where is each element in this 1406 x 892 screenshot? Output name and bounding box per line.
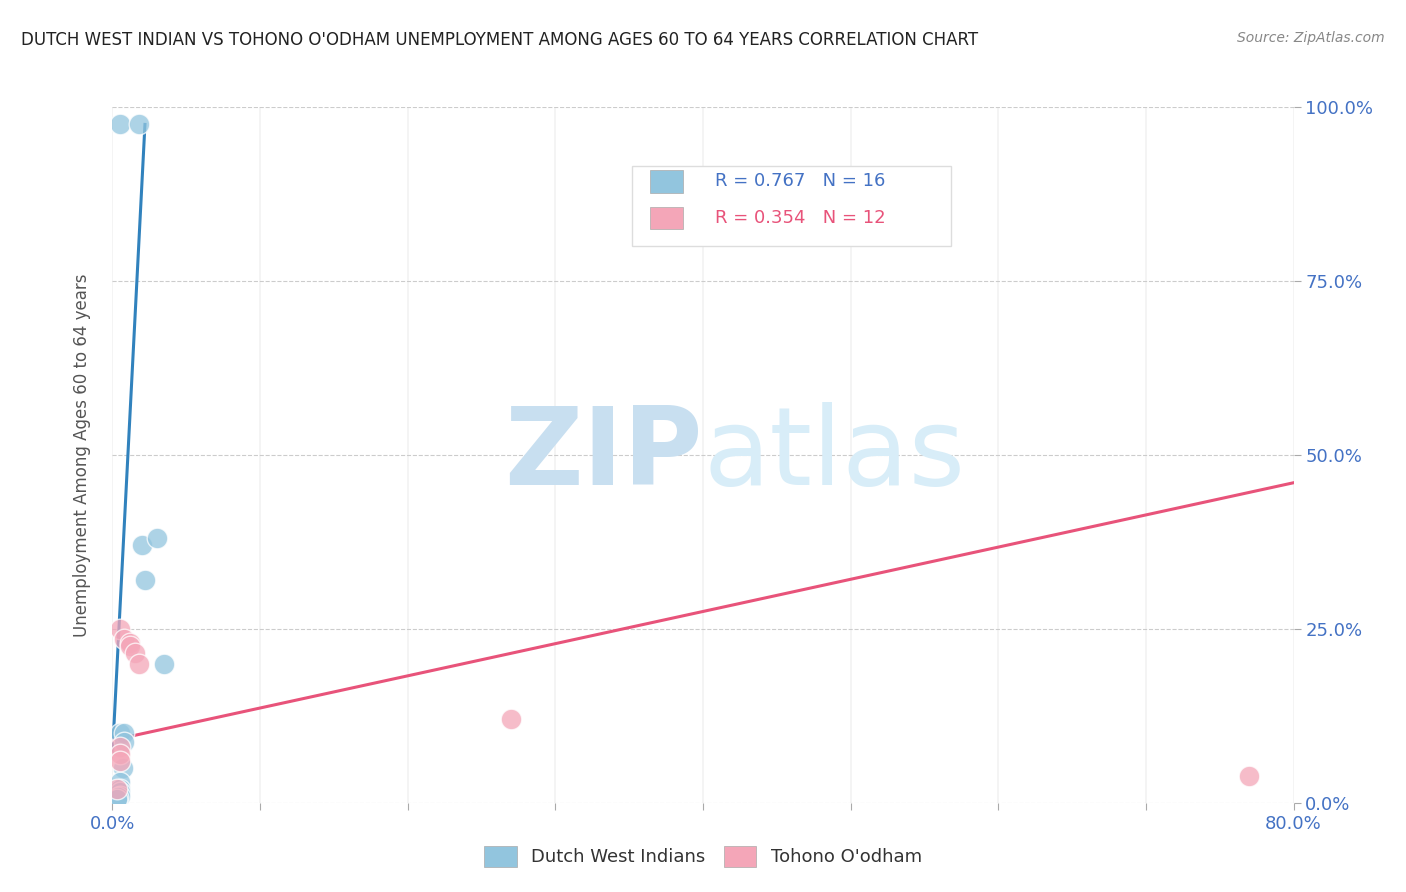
Point (146, 532, 169, 546)
Text: atlas: atlas (703, 402, 965, 508)
Text: ZIP: ZIP (505, 402, 703, 508)
Point (120, 639, 142, 653)
Point (153, 657, 176, 671)
Point (108, 781, 131, 796)
Point (108, 622, 131, 636)
Point (108, 754, 131, 768)
Point (112, 632, 135, 647)
Point (108, 117, 131, 131)
FancyBboxPatch shape (650, 170, 683, 193)
Point (112, 726, 135, 740)
Point (108, 740, 131, 755)
Point (108, 747, 131, 761)
Point (1239, 769, 1261, 783)
Point (108, 775, 131, 789)
Point (107, 790, 129, 805)
Text: R = 0.354   N = 12: R = 0.354 N = 12 (714, 209, 886, 227)
Point (105, 781, 128, 796)
Point (112, 734, 135, 748)
Legend: Dutch West Indians, Tohono O'odham: Dutch West Indians, Tohono O'odham (477, 838, 929, 874)
Point (134, 573, 156, 587)
Point (128, 117, 150, 131)
Point (108, 789, 131, 803)
Y-axis label: Unemployment Among Ages 60 to 64 years: Unemployment Among Ages 60 to 64 years (73, 273, 91, 637)
Point (131, 538, 153, 552)
Text: DUTCH WEST INDIAN VS TOHONO O'ODHAM UNEMPLOYMENT AMONG AGES 60 TO 64 YEARS CORRE: DUTCH WEST INDIAN VS TOHONO O'ODHAM UNEM… (21, 31, 979, 49)
Point (501, 712, 523, 726)
FancyBboxPatch shape (650, 207, 683, 228)
Text: R = 0.767   N = 16: R = 0.767 N = 16 (714, 172, 886, 191)
Text: Source: ZipAtlas.com: Source: ZipAtlas.com (1237, 31, 1385, 45)
Point (128, 657, 150, 671)
Point (108, 785, 131, 799)
FancyBboxPatch shape (633, 166, 950, 246)
Point (120, 636, 142, 650)
Point (124, 646, 146, 660)
Point (105, 792, 128, 806)
Point (108, 726, 131, 740)
Point (111, 761, 134, 775)
